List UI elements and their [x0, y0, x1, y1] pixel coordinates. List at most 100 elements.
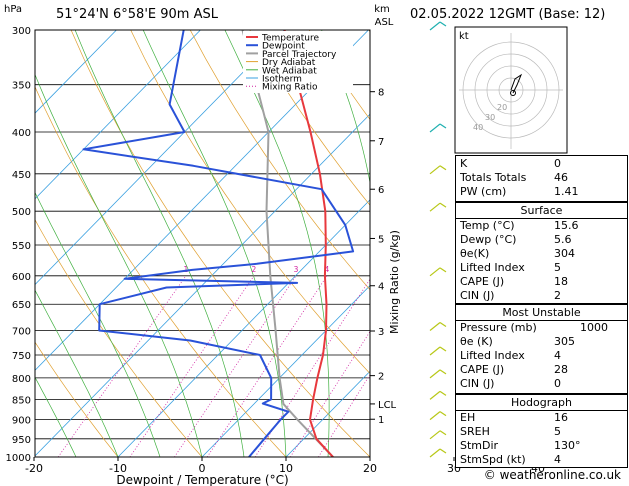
unstable-theta-label: θe (K) [460, 335, 493, 348]
dry-adiabat-line [189, 30, 370, 291]
tt-label: Totals Totals [460, 171, 527, 184]
unstable-cin-value: 0 [554, 377, 561, 390]
wind-barb-flag [439, 123, 447, 129]
stmspd-value: 4 [554, 453, 561, 466]
wet-adiabat-line [224, 30, 330, 457]
x-axis-title: Dewpoint / Temperature (°C) [116, 473, 288, 486]
wind-barb [429, 267, 441, 277]
mixing-ratio-label: 8 [403, 265, 408, 274]
legend-label: Isotherm [262, 75, 302, 85]
dewpoint-line [82, 30, 355, 457]
surface-theta-label: θe(K) [460, 247, 490, 260]
mixing-ratio-line [174, 275, 297, 457]
pressure-tick-label: 600 [12, 272, 31, 283]
wind-barb [429, 411, 441, 421]
surface-li-value: 5 [554, 261, 561, 274]
mixing-ratio-line [57, 275, 187, 457]
unstable-heading: Most Unstable [502, 306, 581, 319]
wind-barb [429, 165, 441, 175]
legend-label: Dewpoint [262, 42, 305, 52]
legend-label: Parcel Trajectory [262, 50, 337, 60]
wind-barb-flag [439, 267, 447, 273]
stmdir-value: 130° [554, 439, 581, 452]
pressure-tick-label: 400 [12, 128, 31, 139]
mixing-ratio-axis-title: Mixing Ratio (g/kg) [388, 230, 401, 334]
unstable-li-label: Lifted Index [460, 349, 525, 362]
x-tick-label: -10 [109, 462, 127, 475]
wind-barb [429, 369, 441, 379]
mixing-ratio-label: 4 [325, 265, 330, 274]
legend-label: Temperature [261, 34, 319, 44]
pressure-tick-label: 650 [12, 300, 31, 311]
wind-barb [429, 322, 441, 331]
copyright-footer: © weatheronline.co.uk [483, 468, 621, 482]
storm-motion-marker [510, 90, 516, 96]
km-tick-label: 3 [378, 327, 384, 338]
wind-barb [429, 346, 441, 356]
unstable-cin-label: CIN (J) [460, 377, 495, 390]
parcel-trajectory-line [241, 30, 334, 457]
k-value: 0 [554, 157, 561, 170]
wet-adiabat-line [74, 30, 245, 457]
wind-barb-flag [439, 165, 447, 171]
isotherm-line [35, 30, 201, 200]
dry-adiabat-line [249, 30, 370, 206]
wet-adiabat-line [142, 30, 287, 457]
surface-temp-value: 15.6 [554, 219, 579, 232]
dry-adiabat-line [35, 86, 287, 457]
wind-barb-flag [439, 390, 447, 396]
dry-adiabat-line [35, 341, 119, 457]
hodograph-ring-label: 30 [485, 113, 495, 122]
pw-value: 1.41 [554, 185, 579, 198]
km-tick-label: 5 [378, 234, 384, 245]
isotherm-line [35, 30, 117, 114]
legend-label: Dry Adiabat [262, 58, 316, 68]
hodograph-ring-label: 40 [473, 123, 483, 132]
isotherm-line [285, 370, 370, 457]
stmdir-label: StmDir [460, 439, 499, 452]
unstable-pressure-value: 1000 [580, 321, 608, 334]
eh-label: EH [460, 411, 476, 424]
sreh-value: 5 [554, 425, 561, 438]
pressure-tick-label: 350 [12, 81, 31, 92]
eh-value: 16 [554, 411, 568, 424]
x-tick-label: 10 [279, 462, 293, 475]
wind-barb-flag [439, 322, 447, 328]
mixing-ratio-label: 2 [252, 265, 257, 274]
plot-frame [34, 29, 371, 458]
hpa-unit-label: hPa [4, 4, 22, 15]
unstable-cape-value: 28 [554, 363, 568, 376]
wind-barb [429, 430, 441, 440]
surface-temp-label: Temp (°C) [460, 219, 515, 232]
pressure-tick-label: 1000 [6, 453, 31, 464]
pressure-tick-label: 550 [12, 241, 31, 252]
surface-dewp-label: Dewp (°C) [460, 233, 517, 246]
x-tick-label: 0 [199, 462, 206, 475]
k-label: K [460, 157, 468, 170]
isotherm-line [35, 113, 370, 457]
mixing-ratio-label: 3 [294, 265, 299, 274]
km-tick-label: 4 [378, 282, 384, 293]
pressure-tick-label: 500 [12, 207, 31, 218]
pressure-tick-label: 800 [12, 374, 31, 385]
pressure-tick-label: 850 [12, 395, 31, 406]
unstable-pressure-label: Pressure (mb) [460, 321, 537, 334]
hodograph-trace [510, 73, 523, 94]
legend-label: Wet Adiabat [262, 66, 317, 76]
indices-box: K 0 Totals Totals 46 PW (cm) 1.41 [455, 155, 628, 202]
hodograph-ring-label: 20 [497, 103, 507, 112]
asl-unit-label: ASL [375, 17, 394, 28]
wind-barb [429, 123, 441, 133]
mixing-ratio-label: 1 [184, 265, 189, 274]
surface-theta-value: 304 [554, 247, 575, 260]
pressure-tick-label: 450 [12, 170, 31, 181]
surface-cape-value: 18 [554, 275, 568, 288]
mixing-ratio-line [129, 275, 255, 457]
sreh-label: SREH [460, 425, 490, 438]
isotherm-line [35, 30, 369, 371]
wind-barb-flag [439, 21, 447, 27]
wind-barb [429, 448, 441, 458]
pressure-tick-label: 700 [12, 327, 31, 338]
